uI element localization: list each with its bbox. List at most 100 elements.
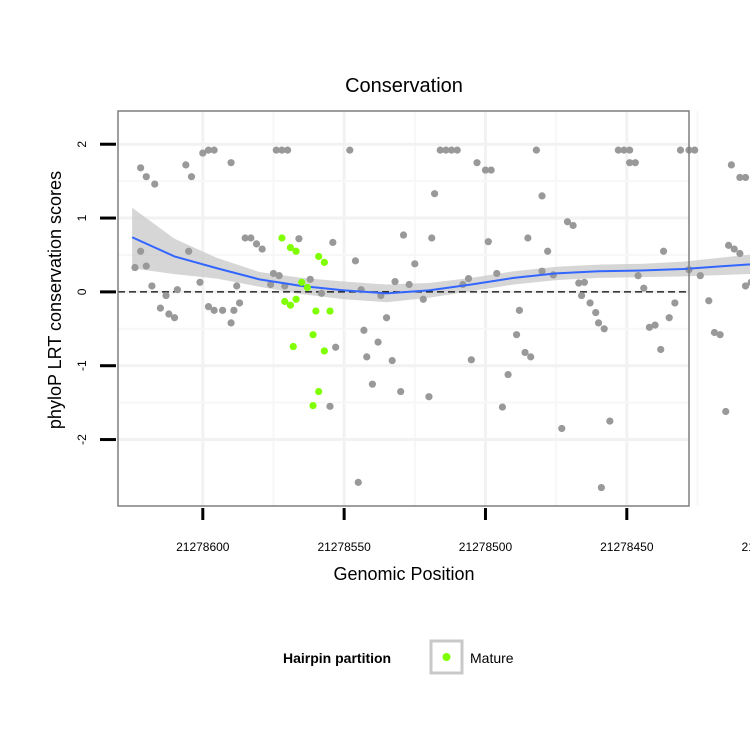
data-point-mature bbox=[309, 331, 317, 339]
y-axis-title: phyloP LRT conservation scores bbox=[45, 171, 65, 429]
data-point-other bbox=[196, 278, 204, 286]
data-point-other bbox=[631, 159, 639, 167]
data-point-other bbox=[493, 269, 501, 278]
data-point-other bbox=[705, 297, 713, 305]
data-point-other bbox=[346, 146, 354, 154]
data-point-other bbox=[484, 238, 492, 246]
x-axis: 21278600 21278550 21278500 21278450 21278400 bbox=[176, 508, 750, 554]
data-point-other bbox=[204, 146, 213, 154]
data-point-other bbox=[580, 278, 589, 286]
data-point-other bbox=[442, 146, 450, 154]
data-point-mature bbox=[286, 243, 295, 252]
data-point-other bbox=[626, 146, 634, 154]
data-point-other bbox=[278, 146, 286, 154]
data-point-other bbox=[696, 272, 704, 280]
data-point-mature bbox=[320, 347, 328, 355]
data-point-other bbox=[187, 173, 196, 181]
data-point-other bbox=[329, 238, 337, 247]
plot-border bbox=[117, 110, 690, 507]
data-point-mature bbox=[315, 252, 323, 261]
data-point-mature bbox=[289, 342, 297, 351]
y-axis: 2 1 0 -1 -2 bbox=[75, 141, 116, 445]
data-point-other bbox=[360, 326, 368, 334]
data-point-other bbox=[267, 280, 275, 289]
data-point-other bbox=[428, 234, 436, 242]
data-point-other bbox=[241, 234, 249, 242]
data-point-other bbox=[657, 345, 665, 354]
data-point-mature bbox=[315, 387, 323, 396]
data-point-other bbox=[247, 234, 255, 242]
data-point-other bbox=[326, 402, 334, 410]
x-tick-label: 21278550 bbox=[317, 540, 371, 554]
data-point-other bbox=[391, 277, 399, 286]
data-point-other bbox=[151, 180, 159, 188]
data-point-other bbox=[722, 407, 730, 416]
data-point-other bbox=[162, 291, 170, 300]
data-point-other bbox=[156, 304, 165, 312]
data-point-other bbox=[504, 370, 512, 379]
data-point-other bbox=[651, 321, 659, 329]
y-tick-label: -1 bbox=[75, 360, 89, 371]
data-point-other bbox=[258, 245, 266, 253]
data-point-other bbox=[142, 262, 150, 270]
data-point-other bbox=[453, 146, 461, 154]
data-point-other bbox=[142, 173, 150, 181]
data-point-other bbox=[521, 348, 529, 357]
data-point-mature bbox=[303, 283, 311, 292]
data-point-other bbox=[620, 146, 628, 154]
smooth-confidence-band bbox=[132, 207, 750, 303]
data-point-other bbox=[148, 282, 156, 290]
data-point-other bbox=[397, 387, 405, 396]
data-point-mature bbox=[312, 307, 320, 315]
data-point-other bbox=[736, 249, 744, 258]
data-point-other bbox=[354, 478, 362, 486]
data-point-other bbox=[210, 306, 218, 314]
data-point-other bbox=[388, 356, 396, 365]
data-point-other bbox=[736, 173, 744, 182]
data-point-other bbox=[235, 299, 244, 307]
data-point-other bbox=[351, 257, 360, 265]
x-tick-label: 21278500 bbox=[459, 540, 513, 554]
data-point-other bbox=[272, 146, 280, 154]
data-point-other bbox=[399, 231, 408, 239]
data-point-other bbox=[640, 284, 648, 292]
x-tick-label: 21278600 bbox=[176, 540, 230, 554]
data-point-other bbox=[436, 146, 444, 154]
data-point-other bbox=[131, 263, 139, 272]
data-point-other bbox=[425, 393, 433, 401]
chart-title: Conservation bbox=[345, 75, 463, 97]
data-point-other bbox=[606, 417, 614, 425]
data-point-mature bbox=[286, 301, 295, 309]
data-point-other bbox=[558, 424, 566, 433]
data-point-other bbox=[659, 247, 668, 255]
data-point-other bbox=[597, 483, 605, 492]
data-point-other bbox=[233, 282, 241, 290]
data-point-other bbox=[275, 272, 283, 280]
data-point-other bbox=[527, 353, 535, 361]
data-point-other bbox=[411, 260, 419, 268]
data-point-other bbox=[512, 331, 521, 339]
data-point-other bbox=[230, 306, 238, 314]
data-point-other bbox=[626, 159, 634, 167]
data-point-other bbox=[710, 328, 719, 337]
data-point-other bbox=[487, 166, 495, 174]
data-point-other bbox=[747, 278, 750, 286]
y-tick-label: 1 bbox=[75, 214, 89, 221]
legend-title: Hairpin partition bbox=[283, 650, 391, 666]
data-point-other bbox=[173, 286, 181, 294]
data-point-other bbox=[671, 299, 679, 307]
data-point-other bbox=[317, 289, 326, 297]
data-point-other bbox=[730, 245, 738, 253]
x-tick-label: 21278450 bbox=[600, 540, 654, 554]
data-point-other bbox=[464, 274, 473, 283]
y-tick-label: -2 bbox=[75, 434, 89, 445]
data-point-other bbox=[473, 159, 481, 167]
data-point-other bbox=[405, 280, 413, 289]
data-point-other bbox=[332, 343, 340, 351]
data-point-other bbox=[199, 149, 207, 157]
data-point-other bbox=[165, 310, 173, 318]
data-point-other bbox=[284, 146, 292, 154]
data-point-other bbox=[419, 295, 427, 303]
legend: Hairpin partition Mature bbox=[283, 639, 514, 675]
